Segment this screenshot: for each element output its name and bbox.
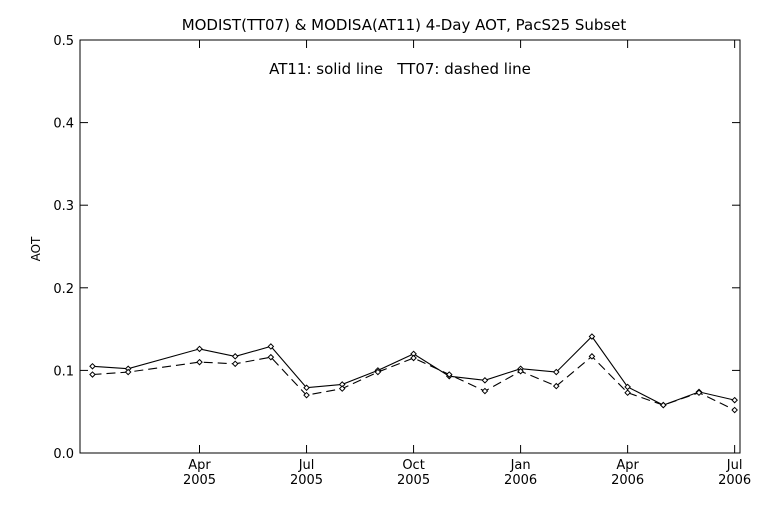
y-tick-label: 0.1: [53, 364, 74, 379]
series-layer: [89, 333, 738, 414]
chart-title: MODIST(TT07) & MODISA(AT11) 4-Day AOT, P…: [182, 16, 627, 34]
x-tick-month: Jul: [726, 458, 743, 473]
y-tick-label: 0.4: [53, 117, 74, 132]
data-point-tt07: [303, 391, 310, 399]
y-axis-label: AOT: [29, 236, 43, 261]
series-line-at11: [92, 335, 735, 406]
data-point-tt07: [445, 371, 453, 378]
y-tick-label: 0.0: [53, 447, 74, 462]
data-point-tt07: [659, 401, 667, 409]
data-point-tt07: [374, 368, 382, 376]
data-point-at11: [552, 368, 560, 376]
y-tick-label: 0.2: [53, 282, 74, 297]
data-point-tt07: [552, 382, 560, 390]
data-point-at11: [89, 362, 96, 370]
line-style-annotation: AT11: solid line TT07: dashed line: [269, 60, 531, 78]
data-point-tt07: [124, 368, 132, 376]
data-point-tt07: [624, 389, 631, 397]
data-point-at11: [196, 345, 203, 353]
x-tick-month: Apr: [616, 458, 639, 473]
data-point-tt07: [695, 389, 703, 397]
data-point-at11: [481, 377, 489, 384]
x-tick-year: 2005: [397, 473, 430, 488]
x-tick-year: 2006: [504, 473, 537, 488]
data-point-tt07: [89, 371, 96, 378]
x-tick-year: 2006: [611, 473, 644, 488]
data-point-tt07: [410, 354, 417, 362]
x-tick-month: Apr: [188, 458, 211, 473]
data-point-tt07: [338, 385, 346, 392]
plot-frame: [79, 39, 741, 454]
y-tick-label: 0.5: [53, 34, 74, 49]
data-point-tt07: [517, 367, 524, 375]
y-tick-label: 0.3: [53, 199, 74, 214]
x-axis: Apr2005Jul2005Oct2005Jan2006Apr2006Jul20…: [183, 40, 751, 488]
data-point-tt07: [481, 387, 489, 395]
x-tick-year: 2006: [718, 473, 751, 488]
data-point-tt07: [588, 353, 596, 360]
x-tick-month: Jan: [510, 458, 531, 473]
data-point-at11: [303, 384, 310, 392]
data-point-tt07: [267, 353, 275, 361]
data-point-at11: [588, 333, 596, 340]
data-point-tt07: [731, 406, 738, 414]
data-point-tt07: [231, 360, 239, 368]
x-tick-year: 2005: [183, 473, 216, 488]
x-tick-month: Jul: [298, 458, 315, 473]
x-tick-year: 2005: [290, 473, 323, 488]
data-point-at11: [267, 343, 275, 350]
data-point-at11: [231, 353, 239, 360]
data-point-tt07: [196, 358, 203, 366]
series-line-tt07: [92, 355, 735, 411]
data-point-at11: [731, 396, 738, 404]
x-tick-month: Oct: [402, 458, 424, 473]
y-axis: 0.0 0.1 0.2 0.3 0.4 0.5: [53, 34, 740, 462]
